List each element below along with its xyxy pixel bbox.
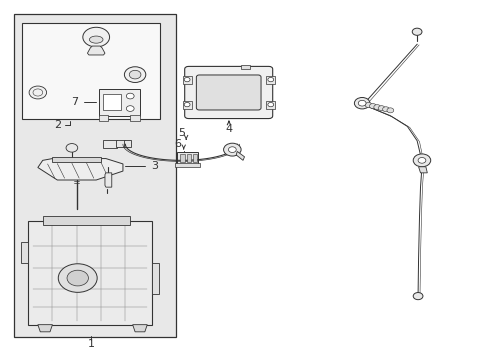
- Text: 5: 5: [178, 128, 184, 138]
- Text: 7: 7: [71, 97, 78, 107]
- Circle shape: [417, 157, 425, 163]
- Text: 6: 6: [174, 139, 181, 149]
- Circle shape: [267, 77, 273, 82]
- Ellipse shape: [89, 36, 103, 43]
- Bar: [22, 23, 160, 119]
- Circle shape: [386, 108, 393, 113]
- Bar: [28, 221, 152, 325]
- Circle shape: [126, 93, 134, 99]
- Circle shape: [412, 154, 430, 167]
- Bar: [103, 94, 120, 111]
- Bar: [99, 89, 140, 116]
- Ellipse shape: [82, 27, 109, 47]
- Circle shape: [67, 270, 88, 286]
- Polygon shape: [418, 167, 427, 173]
- Polygon shape: [21, 242, 28, 262]
- FancyBboxPatch shape: [184, 66, 272, 118]
- Circle shape: [354, 98, 369, 109]
- Circle shape: [126, 106, 134, 111]
- Bar: [14, 14, 176, 337]
- Circle shape: [365, 103, 371, 108]
- Bar: [130, 115, 140, 121]
- Polygon shape: [38, 158, 122, 180]
- Circle shape: [358, 100, 366, 106]
- Bar: [240, 65, 250, 69]
- Circle shape: [267, 103, 273, 107]
- Circle shape: [66, 144, 78, 152]
- Polygon shape: [152, 262, 159, 294]
- Circle shape: [382, 107, 388, 112]
- Circle shape: [129, 70, 141, 79]
- Text: 2: 2: [54, 120, 61, 130]
- Bar: [183, 76, 191, 84]
- Bar: [116, 140, 125, 147]
- Bar: [183, 101, 191, 109]
- Polygon shape: [132, 325, 147, 332]
- Bar: [52, 157, 101, 162]
- Circle shape: [228, 147, 236, 153]
- Bar: [99, 115, 108, 121]
- Circle shape: [124, 67, 145, 82]
- Circle shape: [411, 28, 421, 35]
- Polygon shape: [236, 152, 244, 160]
- Circle shape: [58, 264, 97, 292]
- Circle shape: [377, 106, 384, 111]
- Circle shape: [29, 86, 46, 99]
- Bar: [266, 101, 275, 109]
- Bar: [175, 163, 200, 167]
- Text: 3: 3: [151, 161, 158, 171]
- Text: 1: 1: [88, 339, 95, 349]
- Bar: [266, 76, 275, 84]
- Bar: [103, 140, 117, 148]
- Polygon shape: [87, 46, 105, 55]
- Circle shape: [223, 143, 241, 156]
- Polygon shape: [105, 173, 112, 187]
- Bar: [42, 216, 130, 225]
- Circle shape: [373, 105, 380, 110]
- Bar: [180, 154, 184, 162]
- Bar: [186, 154, 191, 162]
- Circle shape: [369, 104, 375, 109]
- Circle shape: [184, 103, 190, 107]
- Bar: [177, 153, 198, 164]
- Polygon shape: [38, 325, 52, 332]
- FancyBboxPatch shape: [196, 75, 261, 110]
- Circle shape: [184, 77, 190, 82]
- Circle shape: [412, 293, 422, 300]
- Text: 4: 4: [225, 124, 232, 134]
- Bar: [123, 140, 131, 148]
- Bar: [193, 154, 197, 162]
